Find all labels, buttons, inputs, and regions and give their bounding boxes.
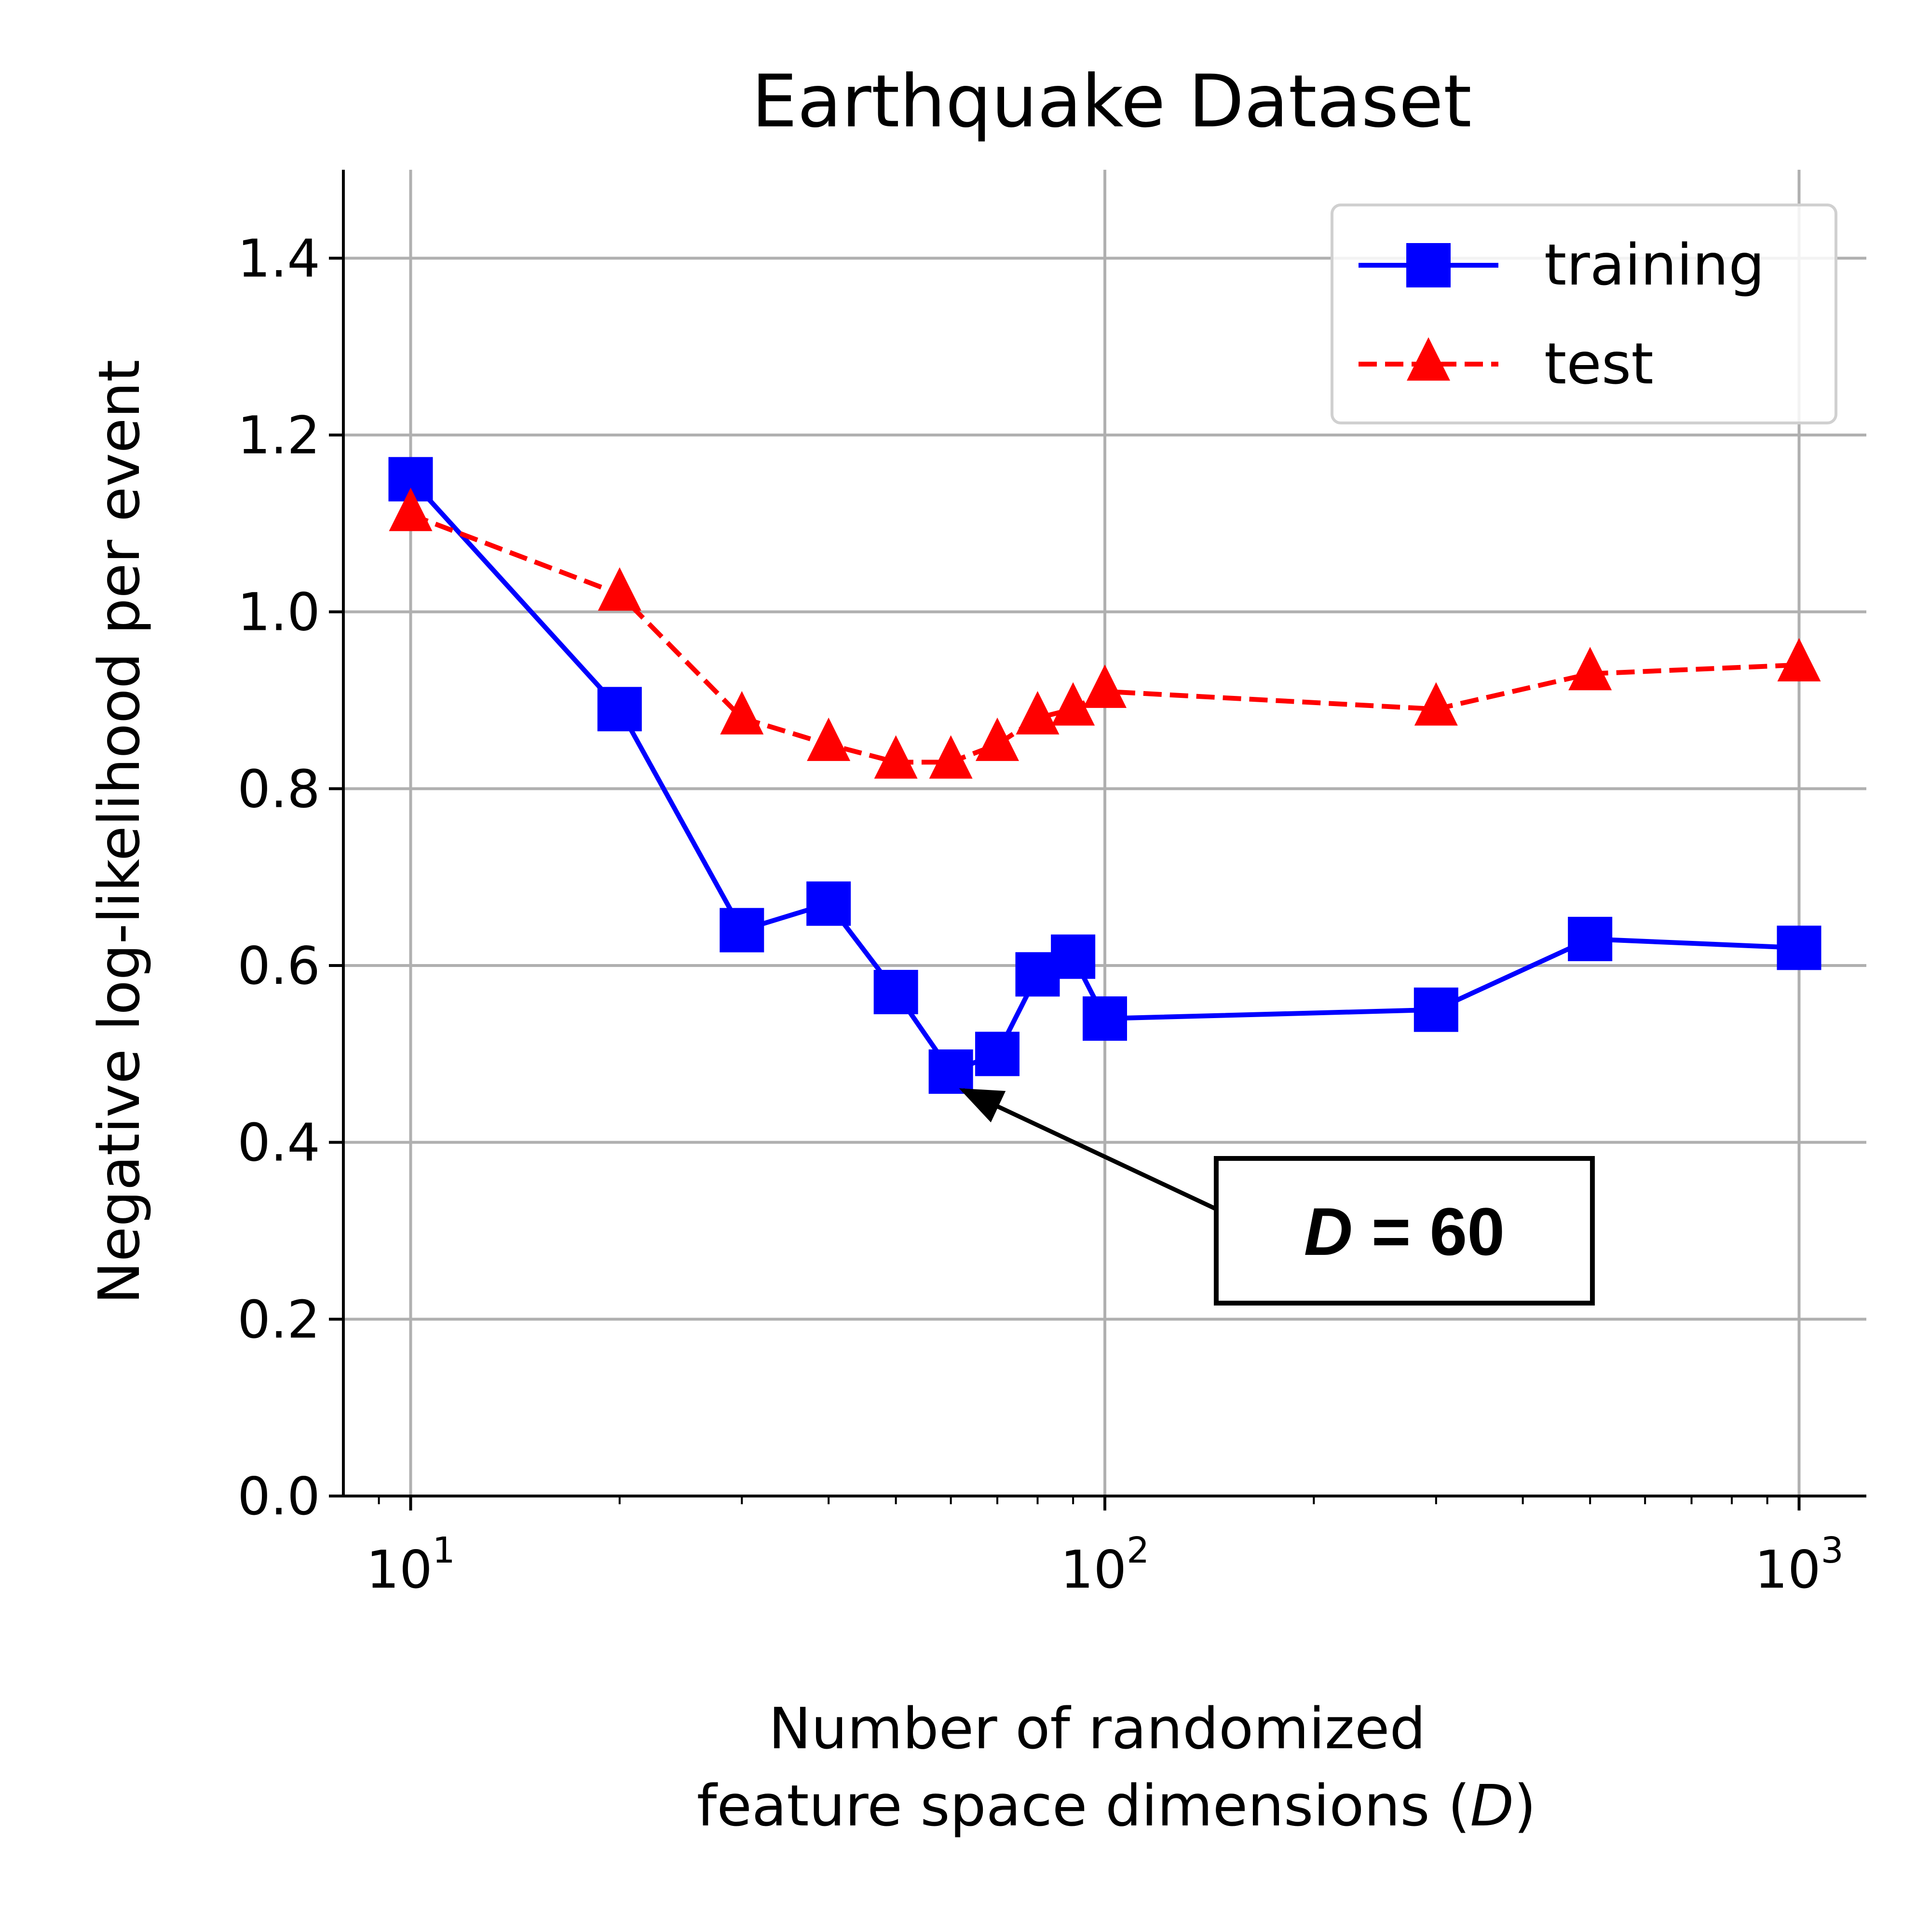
y-tick-label: 0.6	[237, 936, 320, 996]
series-marker-square	[1777, 925, 1821, 970]
x-tick-base: 10	[366, 1540, 432, 1600]
series-marker-triangle	[807, 717, 851, 761]
y-tick-label: 0.4	[237, 1113, 320, 1173]
annotation-value: = 60	[1353, 1194, 1505, 1269]
series-marker-triangle	[1051, 682, 1095, 726]
y-axis-title: Negative log-likelihood per event	[86, 360, 152, 1305]
x-tick-exponent: 1	[433, 1530, 455, 1571]
grid	[343, 170, 1866, 1497]
x-tick-base: 10	[1060, 1540, 1127, 1600]
legend-entry-test: test	[1359, 330, 1654, 397]
series-marker-square	[975, 1032, 1020, 1076]
series-marker-triangle	[874, 735, 918, 779]
chart-title: Earthquake Dataset	[751, 60, 1471, 144]
x-axis-title-suffix: )	[1514, 1772, 1536, 1839]
x-axis-title-line2: feature space dimensions (D)	[697, 1772, 1536, 1839]
series-marker-triangle	[929, 735, 973, 779]
y-tick-label: 0.2	[237, 1290, 320, 1350]
series-training	[388, 457, 1821, 1094]
legend: training test	[1331, 204, 1837, 424]
y-tick-label: 1.4	[237, 229, 320, 289]
x-tick-label: 102	[1060, 1530, 1150, 1600]
y-tick-label: 0.0	[237, 1467, 320, 1527]
series-marker-triangle	[1568, 647, 1612, 691]
x-axis-title-prefix: feature space dimensions (	[697, 1772, 1470, 1839]
annotation-label: D = 60	[1304, 1194, 1505, 1269]
series-marker-square	[806, 881, 851, 926]
x-tick-label: 103	[1754, 1530, 1844, 1600]
series-test	[389, 488, 1821, 779]
series-marker-triangle	[598, 567, 641, 611]
series-marker-square	[597, 687, 642, 732]
annotation-arrow	[959, 1088, 1217, 1211]
x-tick-exponent: 3	[1821, 1530, 1844, 1571]
x-axis-title-variable: D	[1470, 1772, 1514, 1839]
series-marker-triangle	[1414, 682, 1458, 726]
legend-label-test: test	[1544, 330, 1654, 397]
legend-frame	[1331, 204, 1837, 424]
series-marker-triangle	[1407, 337, 1450, 381]
y-tick-label: 1.2	[237, 406, 320, 466]
series-marker-square	[1083, 996, 1127, 1041]
series-marker-square	[873, 970, 918, 1014]
series-marker-triangle	[1777, 638, 1821, 681]
series-marker-square	[1414, 987, 1458, 1032]
series-marker-square	[928, 1049, 973, 1094]
series-marker-square	[1051, 934, 1096, 979]
x-tick-base: 10	[1754, 1540, 1821, 1600]
legend-label-training: training	[1544, 231, 1765, 298]
series-marker-triangle	[720, 691, 764, 735]
series-marker-triangle	[1083, 664, 1127, 708]
y-tick-label: 1.0	[237, 583, 320, 643]
y-tick-label: 0.8	[237, 759, 320, 819]
x-tick-label: 101	[366, 1530, 455, 1600]
annotation: D = 60	[959, 1088, 1595, 1306]
series-marker-square	[1568, 917, 1613, 961]
series-marker-square	[720, 908, 764, 952]
series-marker-triangle	[1016, 691, 1060, 735]
legend-entry-training: training	[1359, 231, 1765, 298]
series-marker-triangle	[976, 717, 1019, 761]
x-axis-title-line1: Number of randomized	[769, 1695, 1426, 1762]
series-layer	[388, 457, 1821, 1094]
series-marker-triangle	[389, 488, 433, 531]
series-marker-square	[1406, 243, 1451, 287]
annotation-box	[1213, 1156, 1595, 1306]
x-tick-exponent: 2	[1127, 1530, 1149, 1571]
annotation-variable: D	[1304, 1194, 1353, 1269]
